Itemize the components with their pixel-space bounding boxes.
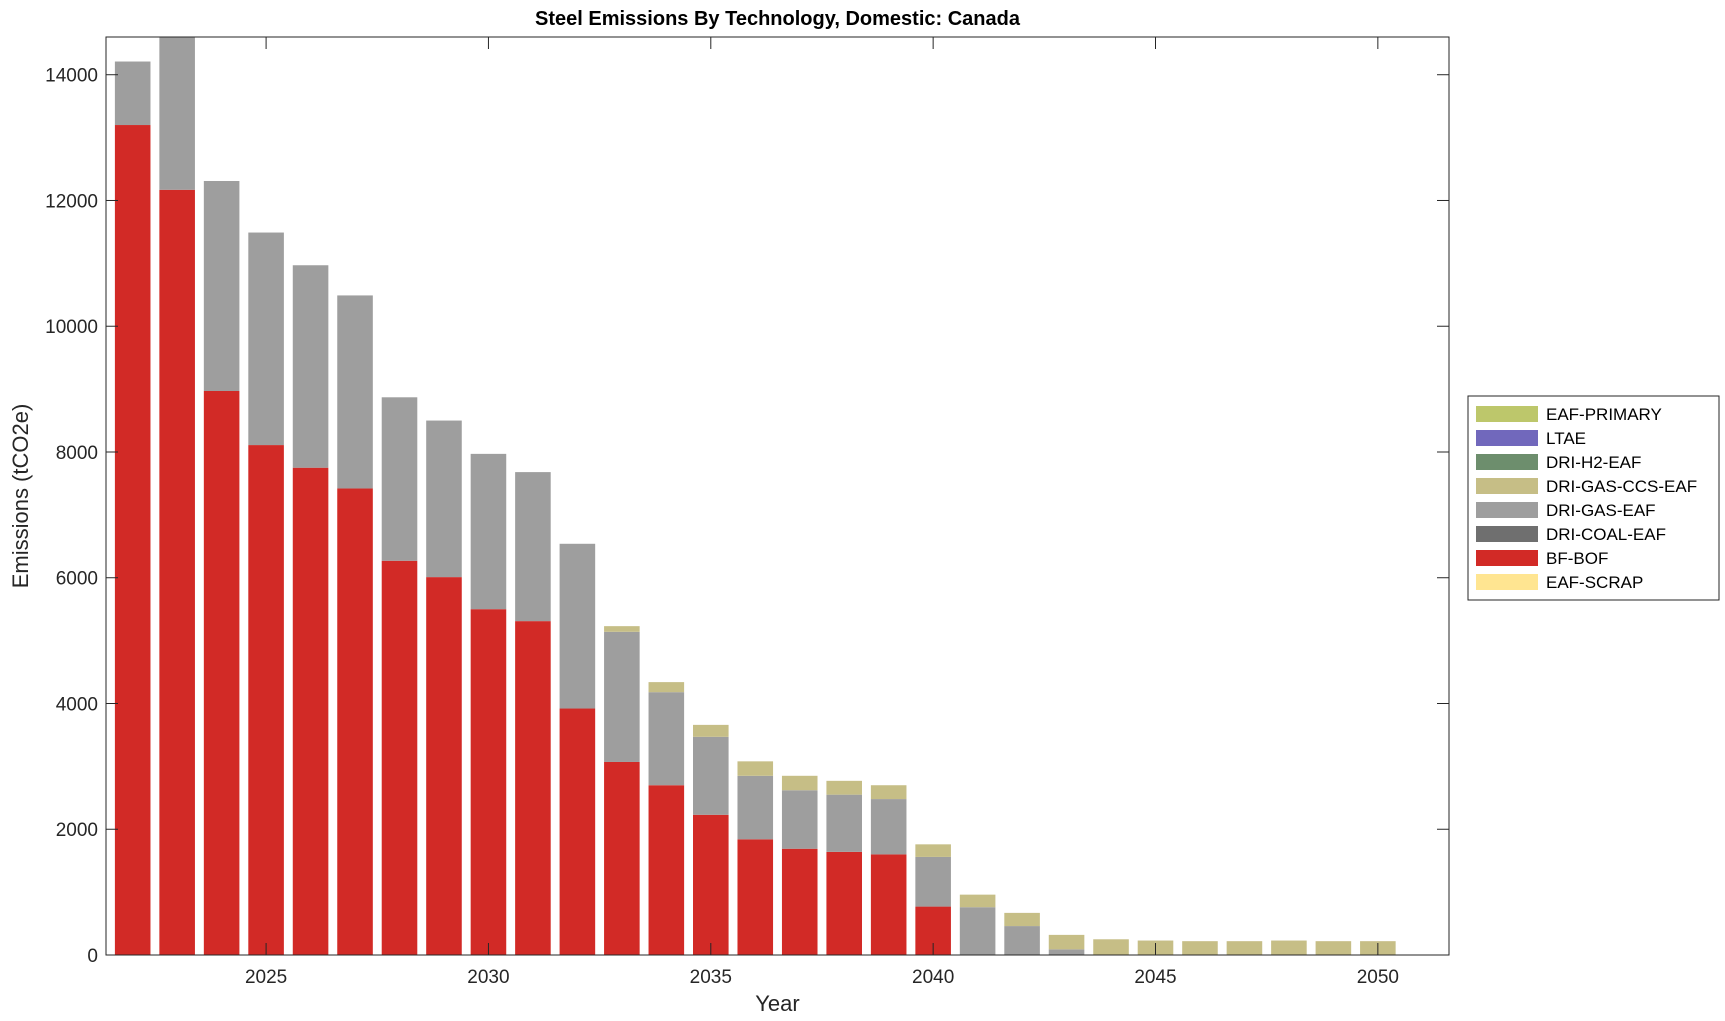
bar-2037-bf-bof [781,848,818,955]
bar-2034-bf-bof [648,785,685,955]
legend-label-dri-h2-eaf: DRI-H2-EAF [1546,453,1641,472]
bar-2027-dri-gas-eaf [337,295,373,489]
bar-2046-dri-gas-ccs-eaf [1182,941,1218,955]
y-tick-label: 14000 [45,66,98,87]
bar-2039-dri-gas-ccs-eaf [870,785,907,800]
bar-2028-dri-gas-eaf [381,397,418,561]
y-tick-label: 6000 [56,569,98,590]
y-tick-label: 2000 [56,820,98,841]
bar-2029-dri-gas-eaf [426,420,462,578]
legend-swatch-eaf-scrap [1476,574,1538,590]
legend-swatch-dri-gas-eaf [1476,502,1538,518]
bar-2023-bf-bof [159,189,195,955]
bar-2038-dri-gas-ccs-eaf [826,780,862,795]
x-tick-label: 2025 [245,967,287,988]
bar-2034-dri-gas-eaf [648,692,685,786]
bar-2022-bf-bof [114,125,151,955]
bar-2035-bf-bof [693,814,729,955]
legend-label-bf-bof: BF-BOF [1546,549,1608,568]
bar-2031-dri-gas-eaf [515,472,551,622]
bar-2036-dri-gas-ccs-eaf [737,761,774,776]
y-tick-label: 8000 [56,443,98,464]
bar-2039-bf-bof [870,854,907,955]
bar-2024-bf-bof [203,390,240,955]
bar-2042-dri-gas-eaf [1004,926,1040,955]
y-tick-label: 12000 [45,191,98,212]
legend-swatch-dri-h2-eaf [1476,454,1538,470]
bar-2042-dri-gas-ccs-eaf [1004,912,1040,927]
bar-2043-dri-gas-eaf [1048,949,1085,955]
bar-2049-dri-gas-ccs-eaf [1315,941,1352,955]
bar-2026-dri-gas-eaf [292,265,329,468]
bar-2041-dri-gas-ccs-eaf [959,894,996,908]
bar-2036-bf-bof [737,839,774,955]
bar-2025-dri-gas-eaf [248,232,284,446]
bar-2030-bf-bof [470,609,507,955]
plot-frame [105,36,1450,956]
y-axis-label: Emissions (tCO2e) [8,404,33,589]
bar-2035-dri-gas-ccs-eaf [693,724,729,737]
x-tick-label: 2045 [1134,967,1176,988]
legend-label-dri-gas-ccs-eaf: DRI-GAS-CCS-EAF [1546,477,1697,496]
x-tick-label: 2035 [690,967,732,988]
bar-2041-dri-gas-eaf [959,907,996,955]
x-axis-label: Year [755,991,799,1016]
bar-2034-dri-gas-ccs-eaf [648,682,685,693]
axes-group: 0 2000 4000 6000 8000 10000 12000 14000 2025 2030… [45,37,1449,988]
bars-group [114,37,1396,955]
bar-2025-bf-bof [248,445,284,955]
bar-2044-dri-gas-ccs-eaf [1093,939,1129,955]
legend-label-dri-coal-eaf: DRI-COAL-EAF [1546,525,1666,544]
legend-label-eaf-scrap: EAF-SCRAP [1546,573,1643,592]
legend-swatch-dri-coal-eaf [1476,526,1538,542]
bar-2022-dri-gas-eaf [114,61,151,126]
x-tick-label: 2040 [912,967,954,988]
bar-2023-dri-gas-eaf [159,37,195,190]
bar-2028-bf-bof [381,560,418,955]
legend-label-eaf-primary: EAF-PRIMARY [1546,405,1662,424]
legend-swatch-dri-gas-ccs-eaf [1476,478,1538,494]
bar-2040-dri-gas-eaf [915,856,951,907]
bar-2048-dri-gas-ccs-eaf [1271,940,1307,955]
bar-2032-bf-bof [559,708,596,955]
bar-2039-dri-gas-eaf [870,799,907,855]
bar-2037-dri-gas-eaf [781,790,818,849]
bar-2026-bf-bof [292,467,329,955]
x-tick-label: 2050 [1357,967,1399,988]
legend-box [1467,395,1720,601]
bar-2037-dri-gas-ccs-eaf [781,775,818,791]
bar-2033-dri-gas-eaf [604,631,640,762]
bar-2038-bf-bof [826,851,862,955]
bar-2040-dri-gas-ccs-eaf [915,844,951,857]
bar-2031-bf-bof [515,621,551,955]
bar-2032-dri-gas-eaf [559,543,596,709]
y-tick-label: 0 [87,946,98,967]
chart-title: Steel Emissions By Technology, Domestic:… [535,8,1021,30]
legend: EAF-PRIMARY LTAE DRI-H2-EAF DRI-GAS-CCS-EAF… [1467,395,1720,601]
bar-2029-bf-bof [426,577,462,955]
legend-label-ltae: LTAE [1546,429,1586,448]
bar-2036-dri-gas-eaf [737,775,774,840]
bar-2035-dri-gas-eaf [693,736,729,815]
x-tick-label: 2030 [467,967,509,988]
y-tick-label: 4000 [56,694,98,715]
y-tick-label: 10000 [45,317,98,338]
bar-2030-dri-gas-eaf [470,453,507,610]
bar-2038-dri-gas-eaf [826,794,862,852]
legend-label-dri-gas-eaf: DRI-GAS-EAF [1546,501,1656,520]
legend-swatch-eaf-primary [1476,406,1538,422]
bar-2027-bf-bof [337,488,373,955]
bar-2043-dri-gas-ccs-eaf [1048,934,1085,950]
bar-2033-bf-bof [604,761,640,955]
bar-2024-dri-gas-eaf [203,180,240,391]
bar-2033-dri-gas-ccs-eaf [604,626,640,632]
bar-2047-dri-gas-ccs-eaf [1226,941,1263,955]
legend-swatch-bf-bof [1476,550,1538,566]
legend-swatch-ltae [1476,430,1538,446]
